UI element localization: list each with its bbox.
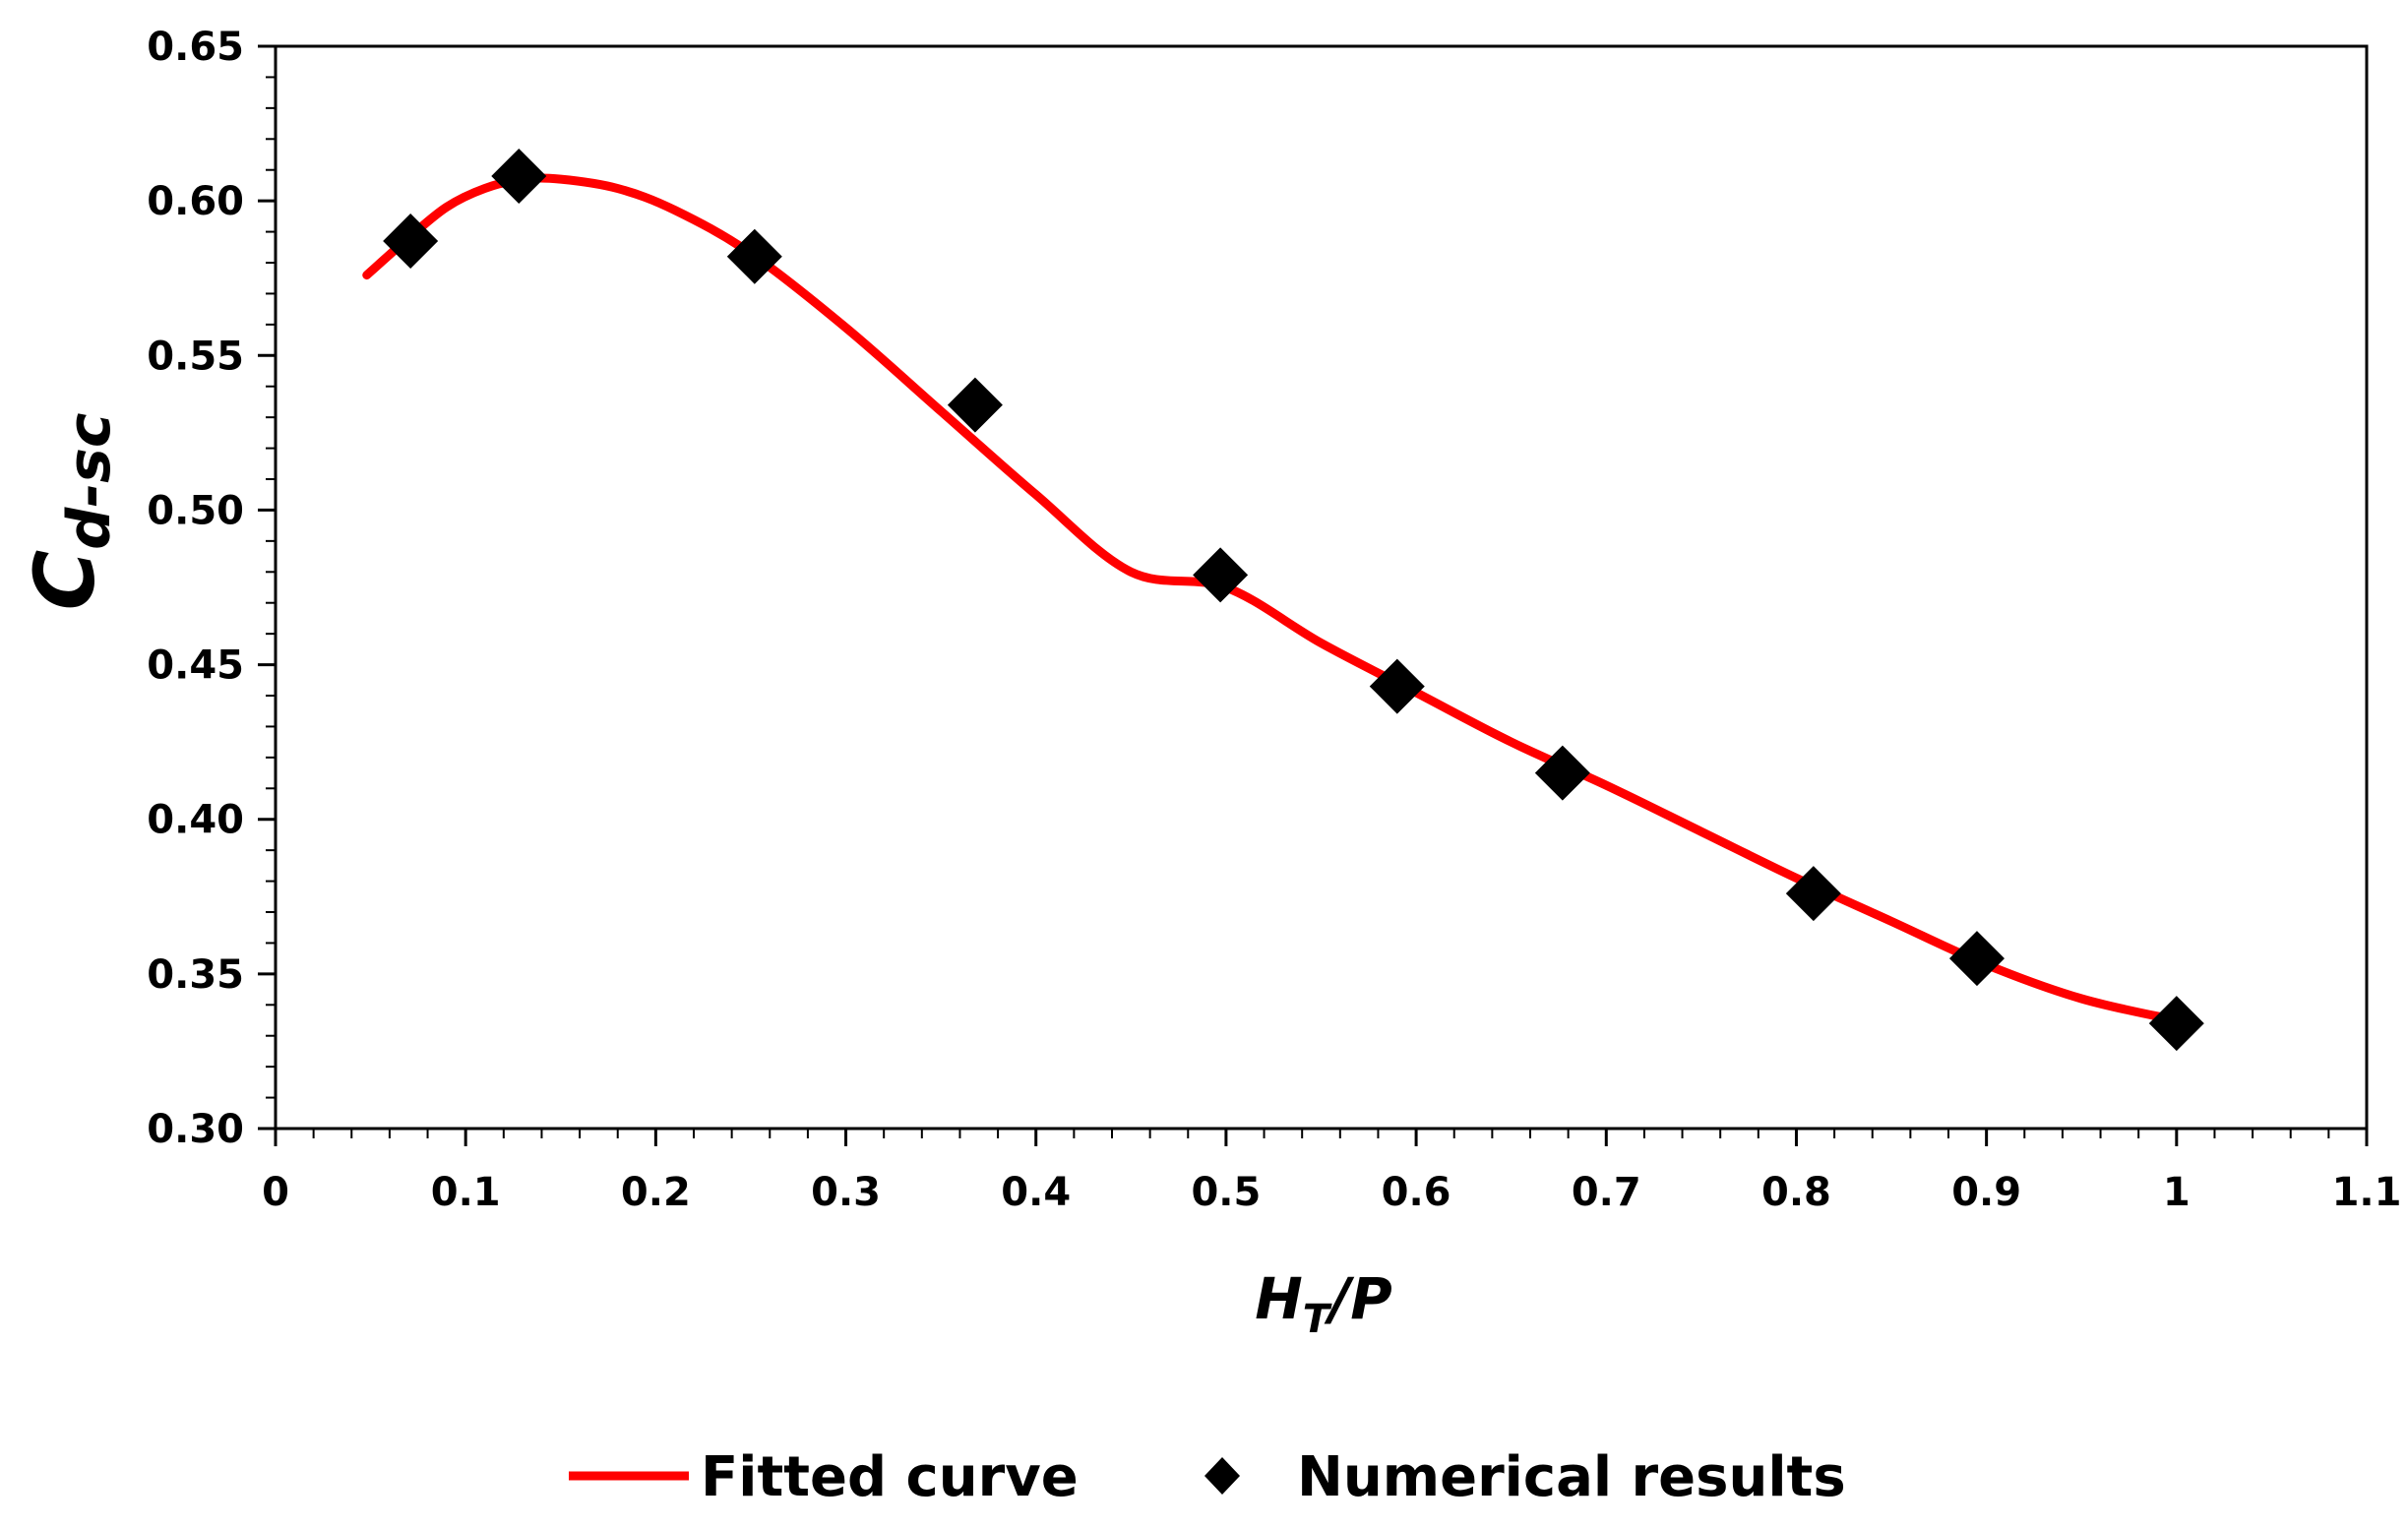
- legend-label-numerical-results: Numerical results: [1297, 1445, 1846, 1509]
- x-tick-label: 0.6: [1382, 1170, 1451, 1215]
- numerical-result-point: [1534, 745, 1590, 801]
- x-axis-title: HT/P: [1255, 1265, 1392, 1342]
- numerical-result-point: [383, 214, 439, 269]
- y-axis: 0.30 0.35 0.40 0.45 0.50 0.55 0.60 0.65: [147, 25, 276, 1152]
- y-tick-label: 0.60: [147, 179, 244, 224]
- x-tick-label: 0.5: [1191, 1170, 1261, 1215]
- numerical-result-point: [1948, 931, 2005, 987]
- numerical-result-point: [491, 149, 547, 204]
- plot-border: [274, 44, 2369, 1131]
- plot-area: [274, 44, 2369, 1131]
- y-axis-title-sub: d-sc: [55, 413, 124, 550]
- x-axis-title-main: H: [1255, 1265, 1303, 1332]
- x-tick-label: 0.9: [1951, 1170, 2021, 1215]
- series-layer: [362, 149, 2204, 1052]
- x-tick-label: 0.4: [1001, 1170, 1071, 1215]
- x-tick-label: 0.8: [1761, 1170, 1831, 1215]
- x-tick-label: 0.7: [1572, 1170, 1641, 1215]
- x-tick-label: 1: [2163, 1170, 2191, 1215]
- numerical-result-point: [947, 377, 1003, 433]
- y-axis-title-main: C: [17, 550, 113, 611]
- numerical-result-point: [1785, 866, 1841, 922]
- y-tick-label: 0.65: [147, 25, 244, 70]
- y-tick-label: 0.35: [147, 952, 244, 998]
- x-axis-title-rest: /P: [1324, 1265, 1392, 1332]
- x-tick-label: 0.2: [621, 1170, 691, 1215]
- x-tick-label: 0.1: [431, 1170, 501, 1215]
- legend: Fitted curve Numerical results: [569, 1445, 1846, 1509]
- numerical-result-point: [1369, 658, 1425, 714]
- y-tick-label: 0.55: [147, 334, 244, 379]
- y-tick-label: 0.45: [147, 643, 244, 689]
- x-tick-label: 1.1: [2332, 1170, 2402, 1215]
- x-tick-label: 0.3: [811, 1170, 881, 1215]
- numerical-result-point: [2148, 996, 2204, 1052]
- y-tick-label: 0.50: [147, 488, 244, 533]
- legend-label-fitted-curve: Fitted curve: [701, 1445, 1079, 1509]
- x-axis-title-sub: T: [1303, 1297, 1332, 1342]
- x-tick-label: 0: [262, 1170, 289, 1215]
- x-axis: 0 0.1 0.2 0.3 0.4 0.5 0.6 0.7 0.8 0.9 1 1.1: [262, 1129, 2401, 1215]
- y-tick-label: 0.40: [147, 798, 244, 843]
- numerical-result-point: [1193, 547, 1249, 603]
- legend-marker-numerical-results: [1204, 1457, 1240, 1495]
- y-tick-label: 0.30: [147, 1107, 244, 1152]
- numerical-result-point: [726, 228, 782, 284]
- y-axis-title: Cd-sc: [17, 413, 124, 611]
